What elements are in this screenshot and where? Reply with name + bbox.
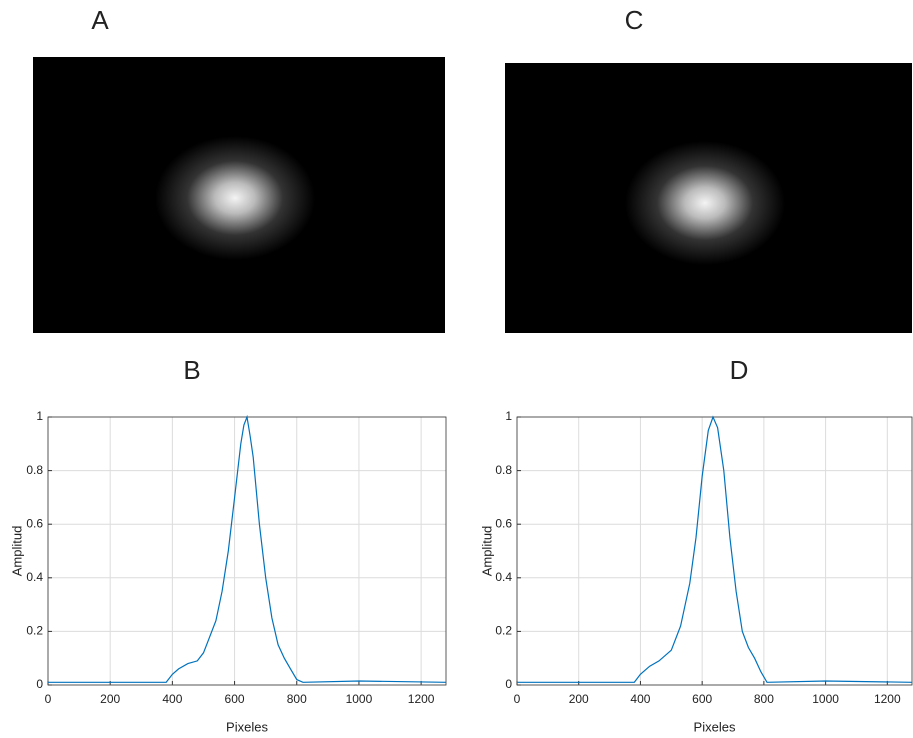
panel-label: B	[183, 355, 200, 385]
y-tick-label: 0.4	[495, 570, 512, 584]
data-line	[48, 414, 447, 683]
panel-label: C	[625, 5, 644, 35]
x-axis-label: Pixeles	[226, 719, 268, 734]
x-tick-label: 0	[514, 692, 521, 706]
data-line	[517, 415, 913, 683]
image-a	[33, 57, 445, 333]
y-tick-label: 0.4	[26, 570, 43, 584]
y-tick-label: 1	[36, 409, 43, 423]
x-tick-label: 200	[100, 692, 120, 706]
y-axis-label: Amplitud	[479, 526, 494, 577]
y-tick-label: 0.8	[495, 463, 512, 477]
axes-frame	[516, 416, 913, 686]
x-tick-label: 200	[569, 692, 589, 706]
y-tick-label: 0.2	[495, 624, 512, 638]
x-tick-label: 1000	[346, 692, 373, 706]
x-tick-label: 600	[225, 692, 245, 706]
y-tick-label: 0.2	[26, 624, 43, 638]
x-tick-label: 1000	[812, 692, 839, 706]
x-tick-label: 600	[692, 692, 712, 706]
x-tick-label: 400	[162, 692, 182, 706]
plot-area	[517, 417, 912, 685]
y-tick-label: 0.6	[495, 516, 512, 530]
x-tick-label: 400	[630, 692, 650, 706]
y-tick-label: 0.6	[26, 516, 43, 530]
panel-label: D	[730, 355, 749, 385]
panel-label: A	[91, 5, 109, 35]
x-axis-label: Pixeles	[694, 719, 736, 734]
y-tick-label: 1	[505, 409, 512, 423]
image-c	[505, 63, 912, 333]
y-tick-label: 0	[36, 677, 43, 691]
y-tick-label: 0.8	[26, 463, 43, 477]
x-tick-label: 1200	[874, 692, 901, 706]
plot-area	[48, 417, 446, 685]
y-axis-label: Amplitud	[9, 526, 24, 577]
x-tick-label: 800	[287, 692, 307, 706]
y-tick-label: 0	[505, 677, 512, 691]
x-tick-label: 800	[754, 692, 774, 706]
x-tick-label: 0	[45, 692, 52, 706]
x-tick-label: 1200	[408, 692, 435, 706]
